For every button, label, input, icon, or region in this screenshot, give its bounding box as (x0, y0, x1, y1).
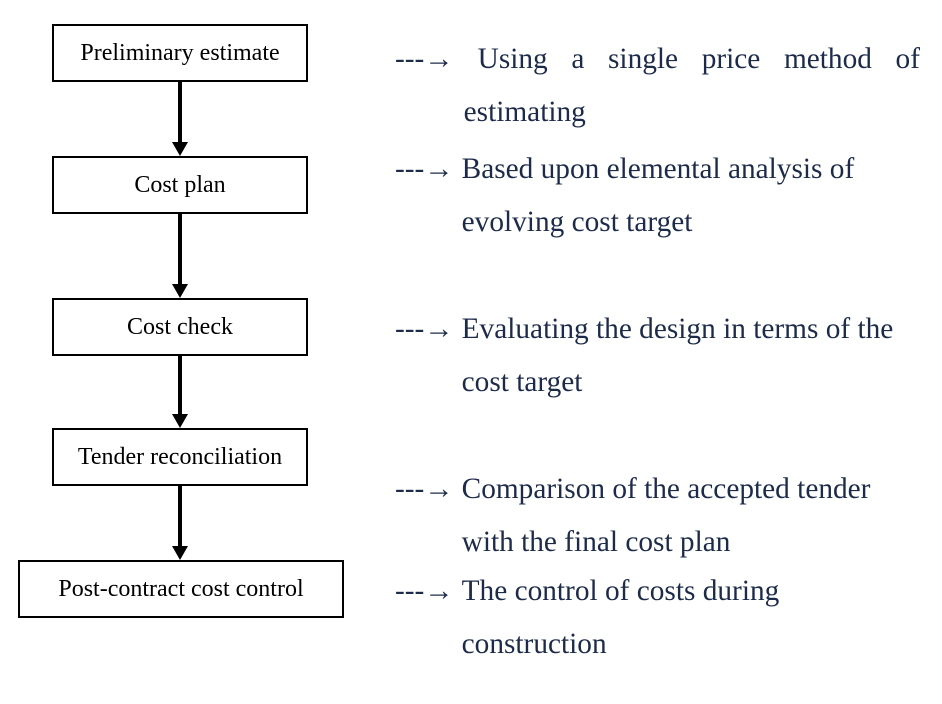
arrow-head-icon (172, 142, 188, 156)
edge-arrow (178, 356, 182, 414)
node-post-contract-cost-control: Post-contract cost control (18, 560, 344, 618)
arrow-head-icon (172, 546, 188, 560)
dash-arrow-icon: ---→ (395, 565, 454, 618)
dash-arrow-icon: ---→ (395, 143, 454, 196)
arrow-head-icon (172, 284, 188, 298)
annotation-text: Comparison of the accepted tender with t… (462, 463, 920, 569)
annotation: ---→ The control of costs during constru… (395, 565, 920, 671)
node-preliminary-estimate: Preliminary estimate (52, 24, 308, 82)
annotation: ---→ Based upon elemental analysis of ev… (395, 143, 920, 249)
node-cost-plan: Cost plan (52, 156, 308, 214)
node-cost-check: Cost check (52, 298, 308, 356)
annotation-text: Evaluating the design in terms of the co… (462, 303, 920, 409)
annotation: ---→ Comparison of the accepted tender w… (395, 463, 920, 569)
node-label: Cost check (54, 314, 306, 340)
node-label: Post-contract cost control (20, 576, 342, 602)
node-label: Tender reconciliation (54, 444, 306, 470)
edge-arrow (178, 82, 182, 142)
dash-arrow-icon: ---→ (395, 463, 454, 516)
node-tender-reconciliation: Tender reconciliation (52, 428, 308, 486)
annotation: ---→ Using a single price method of esti… (395, 33, 920, 139)
annotation-text: Using a single price method of estimatin… (464, 33, 920, 139)
dash-arrow-icon: ---→ (395, 303, 454, 356)
edge-arrow (178, 486, 182, 546)
edge-arrow (178, 214, 182, 284)
annotation-text: Based upon elemental analysis of evolvin… (462, 143, 920, 249)
annotation: ---→ Evaluating the design in terms of t… (395, 303, 920, 409)
node-label: Cost plan (54, 172, 306, 198)
arrow-head-icon (172, 414, 188, 428)
node-label: Preliminary estimate (54, 40, 306, 66)
annotation-text: The control of costs during construction (462, 565, 920, 671)
flowchart-canvas: Preliminary estimate Cost plan Cost chec… (0, 0, 942, 704)
dash-arrow-icon: ---→ (395, 33, 454, 86)
